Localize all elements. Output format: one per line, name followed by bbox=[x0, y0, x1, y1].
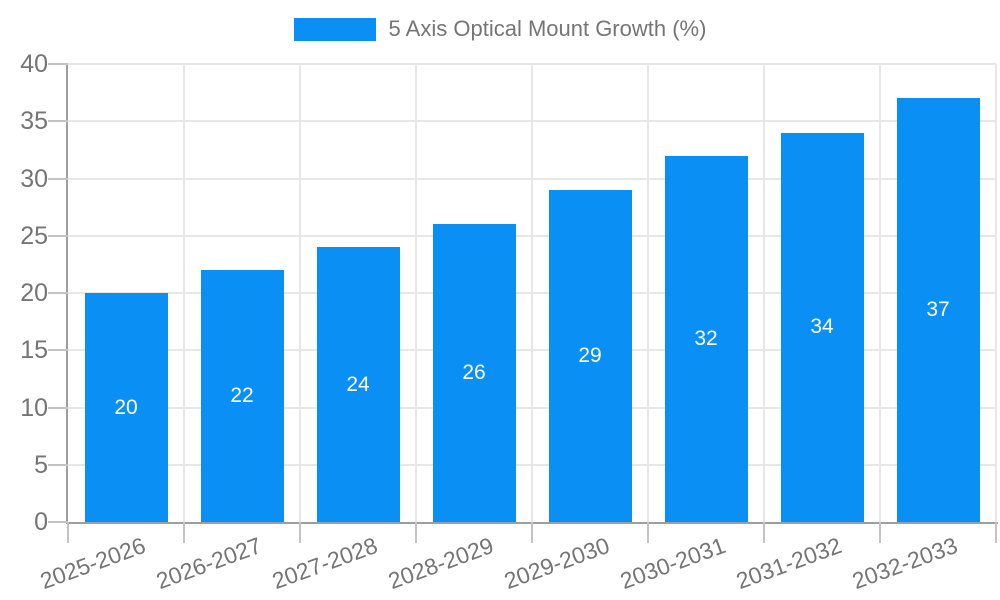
x-gridline bbox=[299, 64, 301, 522]
legend-swatch[interactable] bbox=[293, 17, 376, 41]
bar-value-label: 26 bbox=[462, 361, 486, 385]
y-tick-label: 5 bbox=[34, 450, 48, 479]
y-tick-label: 20 bbox=[20, 279, 48, 307]
bar[interactable]: 20 bbox=[84, 293, 168, 522]
y-tick-label: 10 bbox=[20, 393, 48, 422]
y-tick bbox=[48, 521, 68, 523]
y-tick bbox=[48, 292, 68, 294]
y-tick-label: 30 bbox=[20, 164, 48, 193]
x-tick bbox=[647, 522, 649, 543]
y-axis-line bbox=[66, 64, 68, 524]
x-gridline bbox=[995, 64, 997, 522]
bar[interactable]: 32 bbox=[664, 155, 748, 522]
y-tick-label: 35 bbox=[20, 107, 48, 136]
x-tick-label: 2027-2028 bbox=[268, 532, 381, 595]
legend-label: 5 Axis Optical Mount Growth (%) bbox=[388, 16, 707, 41]
bar-value-label: 29 bbox=[578, 343, 602, 367]
x-tick-label: 2028-2029 bbox=[384, 532, 497, 595]
y-tick bbox=[48, 63, 68, 65]
bar-value-label: 34 bbox=[810, 315, 834, 339]
x-gridline bbox=[879, 64, 881, 522]
bar[interactable]: 34 bbox=[780, 132, 864, 522]
y-tick bbox=[48, 349, 68, 352]
y-tick bbox=[48, 463, 68, 466]
bar[interactable]: 24 bbox=[316, 247, 400, 522]
x-tick bbox=[763, 522, 765, 543]
x-tick-label: 2029-2030 bbox=[500, 532, 613, 595]
x-tick bbox=[879, 522, 881, 543]
y-tick-label: 0 bbox=[34, 508, 48, 536]
x-gridline bbox=[531, 64, 533, 522]
bar[interactable]: 26 bbox=[432, 224, 516, 522]
x-tick-label: 2026-2027 bbox=[152, 532, 265, 595]
x-gridline bbox=[415, 64, 417, 522]
y-tick-label: 40 bbox=[20, 50, 48, 78]
plot-area: 20 22 24 26 29 32 34 37 bbox=[48, 63, 997, 543]
x-tick bbox=[67, 522, 69, 543]
bar-value-label: 20 bbox=[114, 395, 138, 419]
x-tick-label: 2032-2033 bbox=[848, 532, 961, 595]
x-tick-label: 2030-2031 bbox=[616, 532, 729, 595]
chart-legend[interactable]: 5 Axis Optical Mount Growth (%) bbox=[0, 16, 1000, 42]
x-tick bbox=[995, 522, 997, 543]
y-tick bbox=[48, 120, 68, 123]
x-gridline bbox=[763, 64, 765, 522]
bar[interactable]: 22 bbox=[200, 270, 284, 522]
bar-value-label: 37 bbox=[926, 298, 950, 322]
y-tick-label: 25 bbox=[20, 221, 48, 250]
x-tick bbox=[183, 522, 185, 543]
x-tick-label: 2031-2032 bbox=[732, 532, 845, 595]
x-gridline bbox=[183, 64, 185, 522]
x-tick bbox=[415, 522, 417, 543]
y-tick bbox=[48, 177, 68, 180]
y-tick bbox=[48, 406, 68, 409]
x-tick-label: 2025-2026 bbox=[36, 532, 149, 595]
bar-value-label: 24 bbox=[346, 372, 370, 396]
x-tick bbox=[531, 522, 533, 543]
bar-value-label: 32 bbox=[694, 326, 718, 350]
y-tick-label: 15 bbox=[20, 336, 48, 365]
bar[interactable]: 37 bbox=[896, 98, 980, 522]
x-gridline bbox=[647, 64, 649, 522]
bar[interactable]: 29 bbox=[548, 189, 632, 522]
bar-value-label: 22 bbox=[230, 384, 254, 408]
x-tick bbox=[299, 522, 301, 543]
y-tick bbox=[48, 234, 68, 237]
